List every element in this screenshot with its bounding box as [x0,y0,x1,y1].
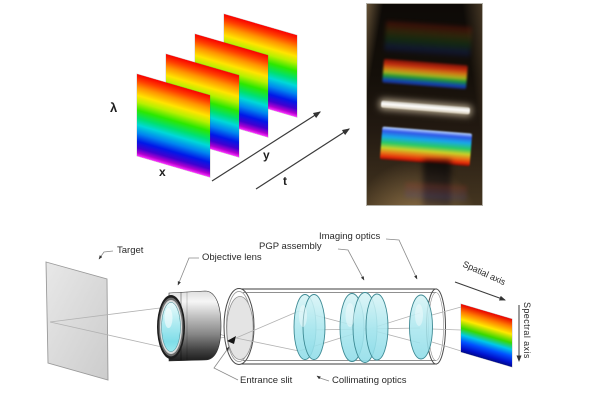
objective-lens-label: Objective lens [202,252,262,263]
collimating-optics-label: Collimating optics [332,375,407,386]
pgp-assembly-label: PGP assembly [259,241,322,252]
entrance-disc [226,296,254,360]
collimating-lens [293,294,326,360]
target-label: Target [117,245,144,256]
pgp-lenses [339,292,389,363]
lambda-axis-label: λ [110,100,118,115]
diffraction-photo [366,3,483,206]
entrance-slit-label: Entrance slit [240,375,293,386]
x-axis-label: x [159,165,166,179]
y-axis-label: y [263,148,270,162]
y-axis-arrow [211,111,322,182]
photo-smudge [423,160,451,205]
target-screen [45,261,109,381]
entrance-slit-marker [227,336,236,344]
objective-lens [157,290,222,362]
imaging-optics-label: Imaging optics [319,231,381,242]
leader-lines [98,238,418,382]
leader-entrance-slit [213,346,239,381]
imaging-lens [409,294,433,360]
spatial-axis-arrow [454,281,506,301]
spectral-axis-label: Spectral axis [522,302,532,359]
leader-target [98,250,114,260]
t-axis-label: t [283,174,287,188]
t-axis-arrow [255,128,351,190]
leader-objective-lens [177,257,199,286]
output-axes [454,281,522,362]
leader-imaging-optics [385,238,418,280]
leader-pgp-assembly [337,248,365,281]
datacube-axes-arrows [211,111,351,190]
leader-collimating-optics [316,375,330,382]
